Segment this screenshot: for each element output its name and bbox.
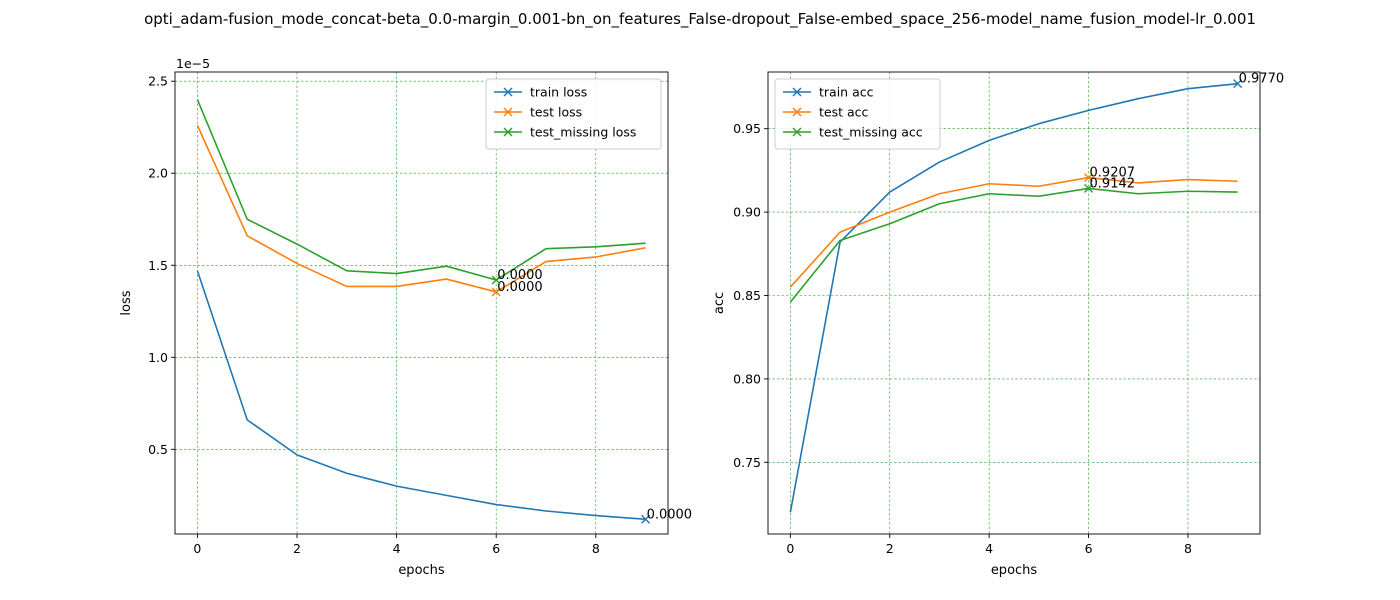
legend-marker — [503, 127, 513, 137]
y-tick-label: 0.80 — [733, 371, 761, 386]
x-tick-label: 4 — [985, 541, 993, 556]
x-tick-label: 2 — [293, 541, 301, 556]
axes-frame — [174, 71, 669, 535]
marker-annotation: 0.0000 — [647, 507, 693, 522]
legend-marker — [792, 87, 802, 97]
y-tick-label: 0.85 — [733, 288, 761, 303]
x-tick-label: 8 — [1184, 541, 1192, 556]
marker-stroke — [491, 275, 501, 285]
legend-item: train loss — [494, 85, 587, 100]
series-line-test-acc — [789, 176, 1238, 288]
x-axis-label: epochs — [991, 563, 1038, 578]
y-axis-label: loss — [119, 290, 134, 315]
legend-box — [774, 78, 941, 150]
legend-box — [485, 78, 662, 150]
x-tick-label: 6 — [1085, 541, 1093, 556]
series-line-test-missing-loss — [196, 99, 646, 281]
y-tick-label: 2.0 — [148, 166, 168, 181]
x-tick-label: 0 — [786, 541, 794, 556]
x-tick-label: 2 — [886, 541, 894, 556]
best-marker-test-loss — [491, 287, 501, 297]
y-tick-label: 1.5 — [148, 258, 168, 273]
series-line-test-loss — [196, 125, 646, 293]
legend-marker — [503, 87, 513, 97]
legend-label: test_missing loss — [530, 125, 636, 140]
legend-label: test acc — [819, 105, 869, 120]
legend-label: test_missing acc — [819, 125, 923, 140]
legend-marker — [792, 127, 802, 137]
marker-annotation: 0.9142 — [1090, 176, 1136, 191]
y-tick-label: 2.5 — [148, 74, 168, 89]
legend-label: test loss — [530, 105, 582, 120]
x-tick-label: 4 — [393, 541, 401, 556]
legend-item: test_missing acc — [783, 125, 923, 140]
series-line-train-loss — [196, 270, 646, 521]
legend-item: test acc — [783, 105, 869, 120]
x-tick-label: 0 — [193, 541, 201, 556]
y-tick-label: 0.95 — [733, 121, 761, 136]
legend-item: train acc — [783, 85, 874, 100]
axes-frame — [767, 71, 1261, 535]
series-line-train-acc — [789, 82, 1238, 513]
legend: train loss test loss test_missing loss — [485, 78, 662, 150]
x-tick-label: 8 — [592, 541, 600, 556]
y-tick-label: 0.5 — [148, 442, 168, 457]
best-marker-train-loss — [641, 514, 651, 524]
y-tick-label: 1.0 — [148, 350, 168, 365]
legend-marker — [792, 107, 802, 117]
marker-stroke — [1233, 79, 1243, 89]
legend-label: train acc — [819, 85, 874, 100]
y-axis-label: acc — [712, 292, 727, 314]
legend: train acc test acc test_missing acc — [774, 78, 941, 150]
best-marker-test-missing-acc — [1084, 183, 1094, 193]
y-tick-label: 0.75 — [733, 455, 761, 470]
y-tick-label: 0.90 — [733, 205, 761, 220]
marker-stroke — [641, 514, 651, 524]
marker-annotation: 0.0000 — [497, 280, 543, 295]
marker-stroke — [1084, 183, 1094, 193]
marker-stroke — [491, 287, 501, 297]
marker-annotation: 0.0000 — [497, 268, 543, 283]
y-offset-label: 1e−5 — [176, 56, 210, 71]
legend-marker — [503, 107, 513, 117]
legend-item: test_missing loss — [494, 125, 636, 140]
best-marker-test-missing-loss — [491, 275, 501, 285]
best-marker-test-acc — [1084, 173, 1094, 183]
legend-item: test loss — [494, 105, 582, 120]
marker-stroke — [1084, 173, 1094, 183]
legend-label: train loss — [530, 85, 587, 100]
x-axis-label: epochs — [398, 563, 445, 578]
series-line-test-missing-acc — [789, 187, 1238, 303]
marker-annotation: 0.9207 — [1090, 166, 1136, 181]
figure-title: opti_adam-fusion_mode_concat-beta_0.0-ma… — [144, 10, 1256, 29]
best-marker-train-acc — [1233, 79, 1243, 89]
x-tick-label: 6 — [492, 541, 500, 556]
marker-annotation: 0.9770 — [1239, 72, 1285, 87]
